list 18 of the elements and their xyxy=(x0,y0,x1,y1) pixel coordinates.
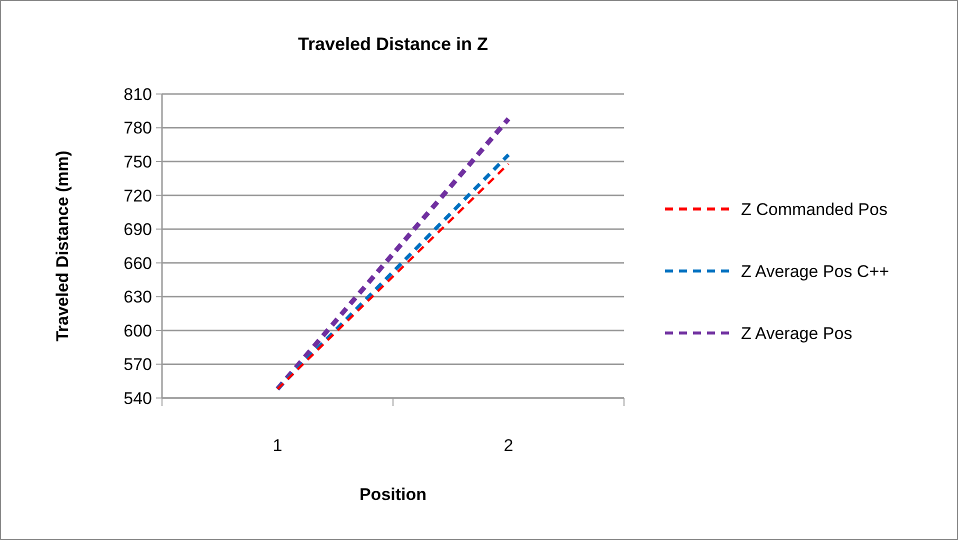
y-tick-label: 540 xyxy=(124,388,152,408)
y-tick-label: 720 xyxy=(124,186,152,206)
x-axis-title: Position xyxy=(359,485,427,504)
y-tick-label: 630 xyxy=(124,288,152,307)
y-tick-label: 780 xyxy=(124,118,152,138)
y-tick-label: 660 xyxy=(124,254,152,273)
y-tick-label: 810 xyxy=(124,84,152,104)
y-tick-label: 750 xyxy=(124,152,152,172)
y-axis-title: Traveled Distance (mm) xyxy=(53,150,72,342)
x-tick-label: 1 xyxy=(272,436,282,455)
legend-label: Z Average Pos C++ xyxy=(741,262,890,281)
y-tick-label: 690 xyxy=(124,220,152,240)
x-tick-label: 2 xyxy=(504,436,514,455)
chart-title: Traveled Distance in Z xyxy=(298,34,488,54)
legend-label: Z Average Pos xyxy=(741,324,852,343)
y-tick-label: 570 xyxy=(124,355,152,374)
y-tick-label: 600 xyxy=(124,321,152,340)
legend-label: Z Commanded Pos xyxy=(741,200,888,219)
